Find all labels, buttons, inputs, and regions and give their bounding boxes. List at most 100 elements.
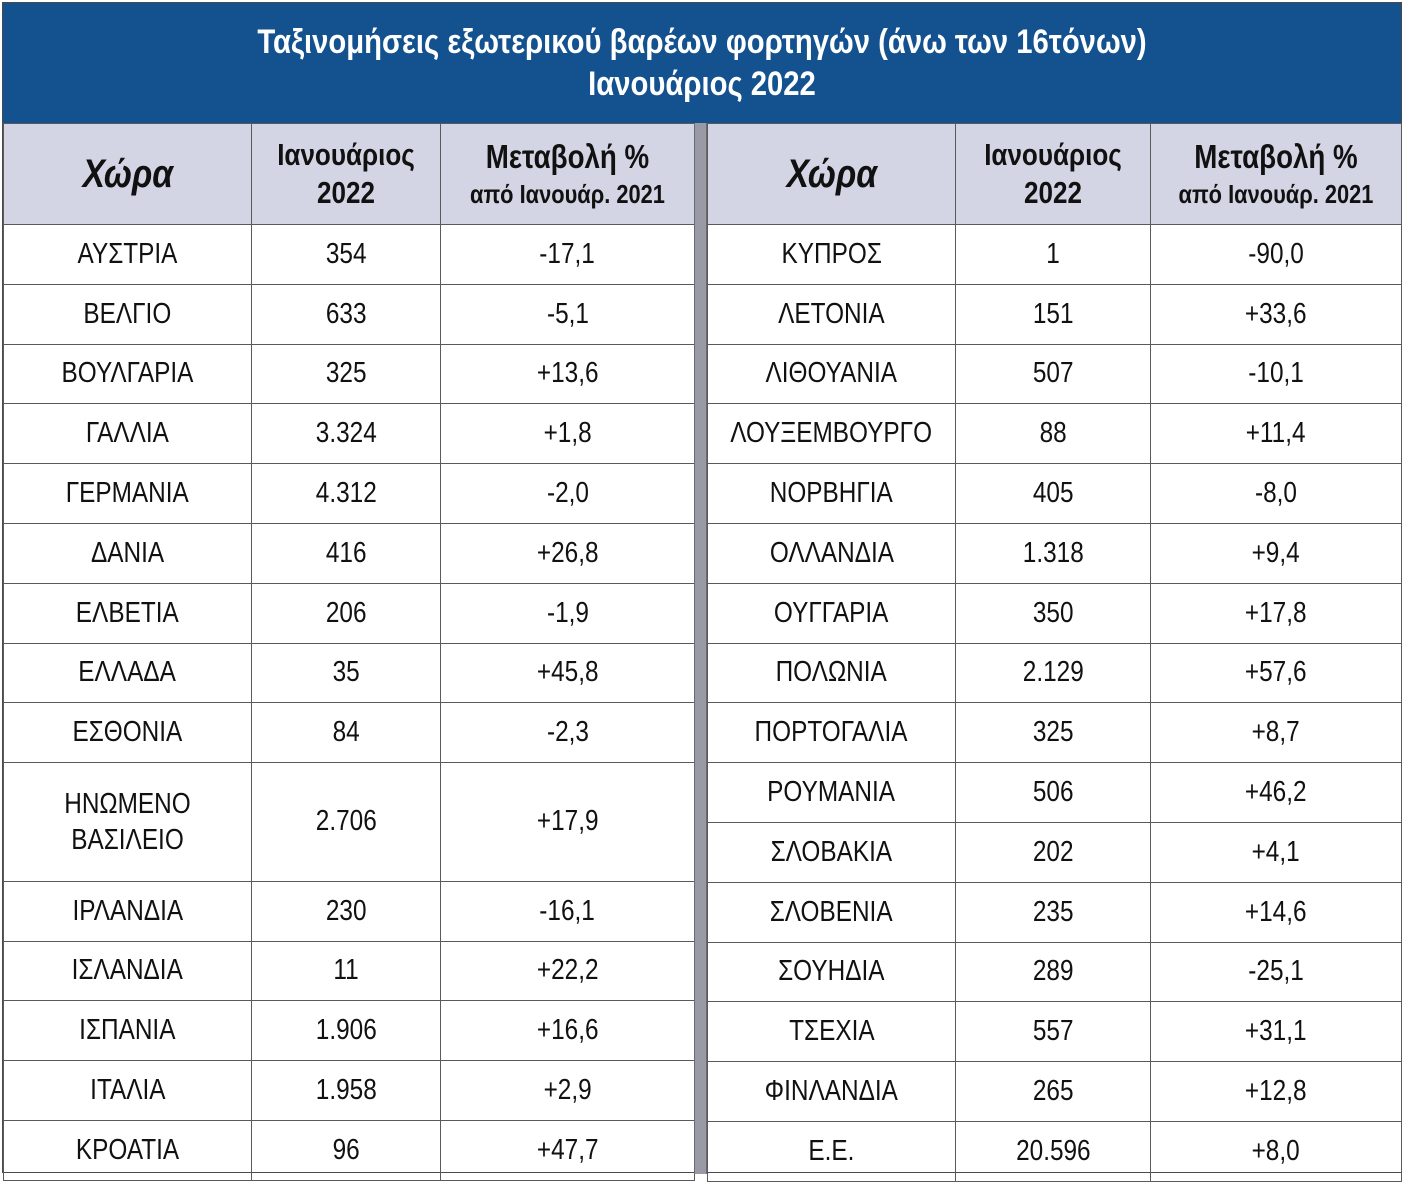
value-cell: 405 [955, 463, 1151, 524]
country-name: ΙΡΛΑΝΔΙΑ [72, 894, 183, 927]
change-cell: +13,6 [440, 343, 695, 405]
country-name: ΡΟΥΜΑΝΙΑ [767, 776, 896, 809]
country-cell: ΡΟΥΜΑΝΙΑ [707, 762, 956, 823]
change-cell: +33,6 [1150, 283, 1402, 345]
registrations-value: 230 [325, 894, 367, 927]
value-cell: 325 [251, 343, 441, 405]
country-name: ΠΟΛΩΝΙΑ [775, 656, 888, 689]
table-row: ΙΡΛΑΝΔΙΑ 230 -16,1 [3, 880, 695, 942]
table-row: ΒΕΛΓΙΟ 633 -5,1 [3, 283, 695, 345]
table-row: ΟΥΓΓΑΡΙΑ 350 +17,8 [707, 582, 1402, 644]
table-row: ΛΙΘΟΥΑΝΙΑ 507 -10,1 [707, 343, 1402, 405]
country-cell: ΠΟΛΩΝΙΑ [707, 642, 956, 704]
registrations-value: 1.906 [315, 1014, 377, 1047]
value-cell: 2.706 [251, 762, 441, 882]
change-value: +22,2 [536, 954, 599, 987]
change-value: -10,1 [1248, 357, 1304, 390]
left-header-row: Χώρα Ιανουάριος 2022 Μεταβολή % από Ιανο… [3, 123, 695, 225]
change-cell: +45,8 [440, 642, 695, 704]
country-cell: ΟΛΛΑΝΔΙΑ [707, 522, 956, 584]
change-cell: -17,1 [440, 224, 695, 285]
change-cell: -2,0 [440, 463, 695, 524]
change-value: +11,4 [1246, 417, 1306, 450]
change-value: +46,2 [1245, 776, 1307, 809]
change-value: +14,6 [1245, 895, 1307, 928]
country-name-line-1: ΗΝΩΜΕΝΟ [64, 787, 191, 820]
change-cell: -1,9 [440, 582, 695, 644]
change-value: +8,7 [1251, 716, 1301, 749]
value-cell: 206 [251, 582, 441, 644]
registrations-value: 235 [1032, 895, 1074, 928]
change-value: +16,6 [536, 1014, 599, 1047]
value-cell: 1.318 [955, 522, 1151, 584]
country-cell: ΛΕΤΟΝΙΑ [707, 283, 956, 345]
change-cell: +17,9 [440, 762, 695, 882]
change-value: +47,7 [536, 1133, 599, 1166]
registrations-value: 557 [1032, 1015, 1074, 1048]
country-name: ΙΤΑΛΙΑ [89, 1074, 166, 1107]
table-row: Ε.Ε. 20.596 +8,0 [707, 1120, 1402, 1182]
right-table-section: Χώρα Ιανουάριος 2022 Μεταβολή % από Ιανο… [707, 123, 1402, 1182]
registrations-value: 325 [1032, 716, 1074, 749]
change-value: -17,1 [539, 237, 596, 270]
value-cell: 3.324 [251, 403, 441, 465]
registrations-value: 506 [1032, 776, 1074, 809]
country-name: ΚΥΠΡΟΣ [781, 237, 882, 270]
country-name: ΚΡΟΑΤΙΑ [75, 1133, 180, 1166]
change-cell: -10,1 [1150, 343, 1402, 405]
value-cell: 4.312 [251, 463, 441, 524]
value-cell: 2.129 [955, 642, 1151, 704]
table-row: ΒΟΥΛΓΑΡΙΑ 325 +13,6 [3, 343, 695, 405]
country-name: ΣΛΟΒΑΚΙΑ [770, 835, 893, 868]
country-cell: ΑΥΣΤΡΙΑ [3, 224, 252, 285]
country-name: ΦΙΝΛΑΝΔΙΑ [764, 1075, 899, 1108]
column-header-change: Μεταβολή % από Ιανουάρ. 2021 [440, 123, 695, 225]
country-name: ΒΕΛΓΙΟ [83, 297, 172, 330]
value-cell: 354 [251, 224, 441, 285]
change-cell: -2,3 [440, 702, 695, 764]
country-cell: ΛΙΘΟΥΑΝΙΑ [707, 343, 956, 405]
change-cell: +14,6 [1150, 881, 1402, 943]
change-cell: +57,6 [1150, 642, 1402, 704]
value-cell: 20.596 [955, 1120, 1151, 1182]
country-cell: ΟΥΓΓΑΡΙΑ [707, 582, 956, 644]
value-cell: 633 [251, 283, 441, 345]
country-cell: ΣΛΟΒΑΚΙΑ [707, 821, 956, 883]
registrations-value: 11 [333, 954, 359, 987]
table-row: ΣΛΟΒΕΝΙΑ 235 +14,6 [707, 881, 1402, 943]
change-cell: -90,0 [1150, 224, 1402, 285]
registrations-value: 350 [1032, 596, 1074, 629]
table-row: ΙΤΑΛΙΑ 1.958 +2,9 [3, 1060, 695, 1121]
title-line-2: Ιανουάριος 2022 [588, 65, 816, 103]
country-cell: ΕΛΛΑΔΑ [3, 642, 252, 704]
country-name: ΙΣΠΑΝΙΑ [79, 1014, 176, 1047]
country-name: ΔΑΝΙΑ [90, 536, 165, 569]
table-row: ΗΝΩΜΕΝΟ ΒΑΣΙΛΕΙΟ 2.706 +17,9 [3, 762, 695, 882]
value-cell: 11 [251, 940, 441, 1002]
country-name-line-2: ΒΑΣΙΛΕΙΟ [71, 823, 184, 856]
value-cell: 88 [955, 403, 1151, 465]
change-cell: +8,7 [1150, 702, 1402, 764]
value-cell: 235 [955, 881, 1151, 943]
registrations-value: 416 [325, 536, 367, 569]
value-cell: 1.906 [251, 1000, 441, 1062]
table-row: ΛΟΥΞΕΜΒΟΥΡΓΟ 88 +11,4 [707, 403, 1402, 465]
value-cell: 265 [955, 1061, 1151, 1122]
change-cell: -16,1 [440, 880, 695, 942]
value-cell: 289 [955, 941, 1151, 1003]
table-row: ΕΣΘΟΝΙΑ 84 -2,3 [3, 702, 695, 764]
country-name: ΕΣΘΟΝΙΑ [72, 716, 183, 749]
change-value: +2,9 [543, 1074, 592, 1107]
value-cell: 230 [251, 880, 441, 942]
change-value: +31,1 [1245, 1015, 1307, 1048]
country-name: ΒΟΥΛΓΑΡΙΑ [61, 357, 194, 390]
change-cell: -5,1 [440, 283, 695, 345]
table-row: ΚΥΠΡΟΣ 1 -90,0 [707, 224, 1402, 285]
change-value: -5,1 [546, 297, 589, 330]
country-name: Ε.Ε. [808, 1134, 855, 1167]
value-cell: 416 [251, 522, 441, 584]
country-cell: ΣΟΥΗΔΙΑ [707, 941, 956, 1003]
change-value: +12,8 [1245, 1075, 1307, 1108]
country-name: ΕΛΛΑΔΑ [78, 656, 177, 689]
change-cell: +1,8 [440, 403, 695, 465]
